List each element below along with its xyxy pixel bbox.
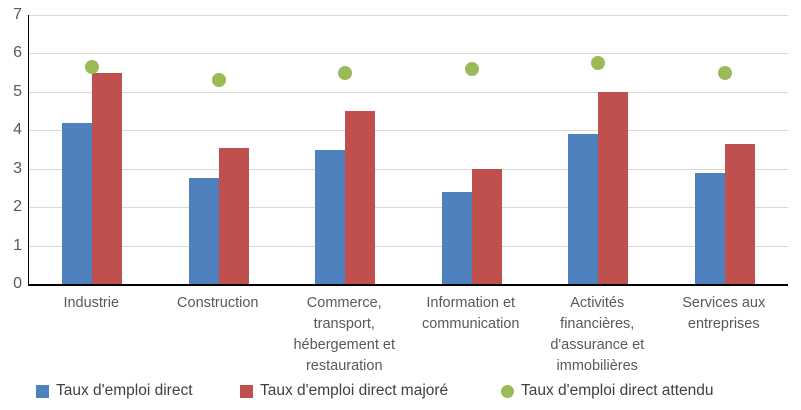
legend-label: Taux d'emploi direct attendu <box>521 382 714 399</box>
gridline-y-4 <box>29 130 788 132</box>
legend-item-2: Taux d'emploi direct majoré <box>240 381 448 401</box>
legend-item-3: Taux d'emploi direct attendu <box>501 381 714 401</box>
category-label-6: Services aux entreprises <box>682 295 766 332</box>
gridline-y-1 <box>29 245 788 247</box>
plot-area <box>28 15 788 286</box>
legend-square-marker-icon <box>240 384 253 398</box>
point-series1-group3 <box>338 65 353 80</box>
y-tick-label-7: 7 <box>13 6 22 23</box>
category-label-5: Activités financières, d'assurance et im… <box>550 295 645 374</box>
point-series1-group6 <box>717 65 732 80</box>
bar-series1-group6 <box>694 172 725 284</box>
point-series1-group2 <box>211 73 226 88</box>
bar-series1-group1 <box>62 122 93 284</box>
bar-series1-group4 <box>441 191 472 284</box>
gridline-y-3 <box>29 168 788 170</box>
y-tick-label-1: 1 <box>13 236 22 254</box>
gridline-y-7 <box>29 15 788 16</box>
legend-label: Taux d'emploi direct <box>56 382 193 399</box>
y-tick-label-3: 3 <box>13 159 22 177</box>
category-label-3: Commerce, transport, hébergement et rest… <box>293 295 396 374</box>
bar-series2-group6 <box>724 143 755 284</box>
bar-series2-group3 <box>345 111 376 284</box>
gridline-y-2 <box>29 207 788 209</box>
bar-series2-group4 <box>471 168 502 284</box>
gridline-y-6 <box>29 53 788 55</box>
legend-item-1: Taux d'emploi direct <box>36 381 193 401</box>
bar-series2-group5 <box>598 91 629 284</box>
legend-label: Taux d'emploi direct majoré <box>260 382 449 399</box>
gridline-y-5 <box>29 91 788 93</box>
category-label-2: Construction <box>177 295 259 311</box>
point-series1-group4 <box>464 61 479 76</box>
category-label-4: Information et communication <box>421 295 520 332</box>
bar-series1-group2 <box>188 178 219 284</box>
point-series1-group1 <box>85 59 100 74</box>
legend-circle-marker-icon <box>501 384 514 398</box>
bar-series1-group5 <box>568 134 599 284</box>
y-tick-label-0: 0 <box>13 275 22 292</box>
y-tick-label-5: 5 <box>13 82 22 100</box>
bar-series2-group1 <box>92 72 123 284</box>
bar-series2-group2 <box>218 147 249 284</box>
y-tick-label-6: 6 <box>13 44 22 62</box>
point-series1-group5 <box>591 56 606 71</box>
bar-series1-group3 <box>315 149 346 284</box>
legend-square-marker-icon <box>36 384 49 398</box>
y-tick-label-2: 2 <box>13 198 22 216</box>
y-tick-label-4: 4 <box>13 121 22 139</box>
category-label-1: Industrie <box>63 295 120 311</box>
